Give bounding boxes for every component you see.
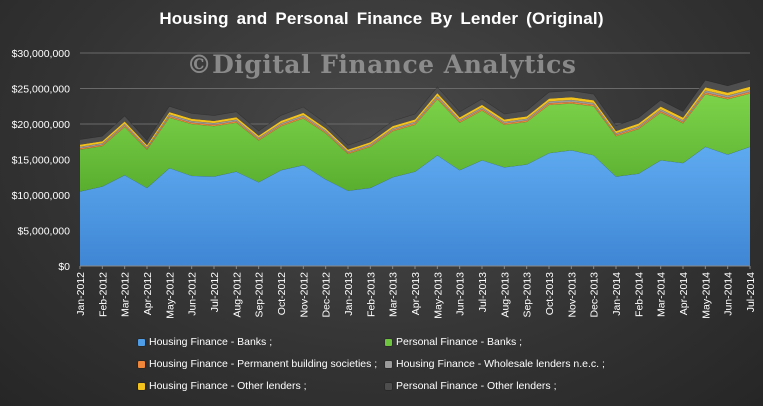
x-tick-label: May-2014 — [700, 272, 712, 319]
series-area-0 — [80, 146, 750, 266]
x-tick-label: Nov-2013 — [566, 272, 578, 318]
x-tick-label: Apr-2012 — [142, 272, 154, 315]
stacked-areas — [79, 79, 751, 266]
x-tick-label: Sep-2012 — [254, 272, 266, 318]
y-tick-label: $15,000,000 — [12, 155, 71, 167]
x-tick-label: May-2012 — [164, 272, 176, 319]
x-tick-label: Sep-2013 — [522, 272, 534, 318]
x-tick-label: Apr-2014 — [678, 272, 690, 315]
series-area-5 — [80, 79, 750, 150]
x-tick-label: Jul-2012 — [209, 272, 221, 312]
axes: $0 $5,000,000 $10,000,000 $15,000,000 $20,00… — [12, 48, 757, 319]
x-tick-label: Apr-2013 — [410, 272, 422, 315]
x-tick-label: Oct-2012 — [276, 272, 288, 315]
series-edge-5 — [79, 79, 751, 146]
x-tick-label: Jul-2014 — [745, 272, 757, 312]
x-tick-label: Feb-2013 — [365, 272, 377, 317]
x-tick-label: Jan-2014 — [611, 272, 623, 316]
x-tick-label: Mar-2014 — [656, 272, 668, 317]
x-tick-label: Jun-2013 — [455, 272, 467, 316]
y-tick-label: $25,000,000 — [12, 84, 71, 96]
y-tick-label: $5,000,000 — [17, 226, 70, 238]
y-tick-label: $30,000,000 — [12, 48, 71, 60]
x-tick-label: May-2013 — [432, 272, 444, 319]
x-tick-label: Jun-2012 — [187, 272, 199, 316]
x-tick-label: Dec-2012 — [321, 272, 333, 318]
x-tick-label: Jan-2013 — [343, 272, 355, 316]
series-area-1 — [80, 93, 750, 192]
x-tick-label: Aug-2013 — [499, 272, 511, 318]
x-tick-label: Nov-2012 — [298, 272, 310, 318]
x-tick-label: Feb-2014 — [633, 272, 645, 317]
x-tick-label: Mar-2013 — [388, 272, 400, 317]
y-tick-label: $0 — [58, 261, 70, 273]
y-tick-label: $20,000,000 — [12, 119, 71, 131]
y-tick-label: $10,000,000 — [12, 190, 71, 202]
chart-title: Housing and Personal Finance By Lender (… — [159, 9, 604, 28]
x-tick-label: Mar-2012 — [120, 272, 132, 317]
x-tick-label: Feb-2012 — [97, 272, 109, 317]
watermark: ©Digital Finance Analytics — [186, 50, 577, 79]
x-tick-label: Jan-2012 — [75, 272, 87, 316]
x-tick-label: Dec-2013 — [589, 272, 601, 318]
x-tick-label: Oct-2013 — [544, 272, 556, 315]
x-tick-label: Jul-2013 — [477, 272, 489, 312]
x-tick-label: Aug-2012 — [231, 272, 243, 318]
x-tick-label: Jun-2014 — [723, 272, 735, 316]
